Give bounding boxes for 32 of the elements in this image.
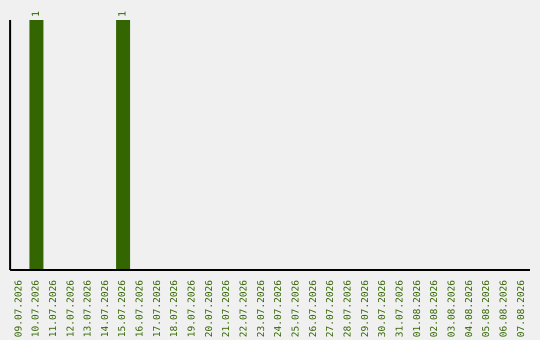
x-tick-label: 29.07.2026 [360, 280, 371, 338]
x-tick-label: 17.07.2026 [152, 280, 163, 338]
x-tick-label: 19.07.2026 [186, 280, 198, 338]
x-tick-label: 16.07.2026 [134, 280, 146, 338]
x-tick-label: 09.07.2026 [13, 280, 24, 338]
x-tick-label: 26.07.2026 [308, 280, 319, 338]
x-tick-label: 11.07.2026 [48, 280, 59, 338]
x-tick-label: 20.07.2026 [204, 280, 215, 338]
x-tick-label: 27.07.2026 [325, 280, 336, 338]
x-tick-label: 21.07.2026 [221, 280, 232, 338]
x-tick-label: 04.08.2026 [464, 280, 475, 338]
x-tick-label: 13.07.2026 [82, 280, 94, 338]
x-tick-label: 07.08.2026 [516, 280, 527, 338]
x-tick-label: 18.07.2026 [169, 280, 180, 338]
x-tick-label: 14.07.2026 [100, 280, 111, 338]
x-tick-label: 28.07.2026 [342, 280, 354, 338]
x-tick-label: 15.07.2026 [117, 280, 128, 338]
x-tick-label: 03.08.2026 [446, 280, 458, 338]
x-tick-label: 25.07.2026 [290, 280, 302, 338]
x-tick-label: 10.07.2026 [30, 280, 42, 338]
data-label: 1 [118, 10, 129, 17]
x-tick-label: 06.08.2026 [498, 280, 510, 338]
x-tick-label: 12.07.2026 [65, 280, 76, 338]
x-tick-label: 02.08.2026 [429, 280, 440, 338]
x-tick-label: 24.07.2026 [273, 280, 284, 338]
x-tick-label: 01.08.2026 [412, 280, 423, 338]
x-tick-label: 31.07.2026 [394, 280, 406, 338]
x-tick-label: 05.08.2026 [481, 280, 492, 338]
data-label: 1 [30, 10, 42, 17]
x-tick-label: 23.07.2026 [256, 280, 267, 338]
x-tick-label: 30.07.2026 [377, 280, 388, 338]
x-tick-label: 22.07.2026 [238, 280, 250, 338]
